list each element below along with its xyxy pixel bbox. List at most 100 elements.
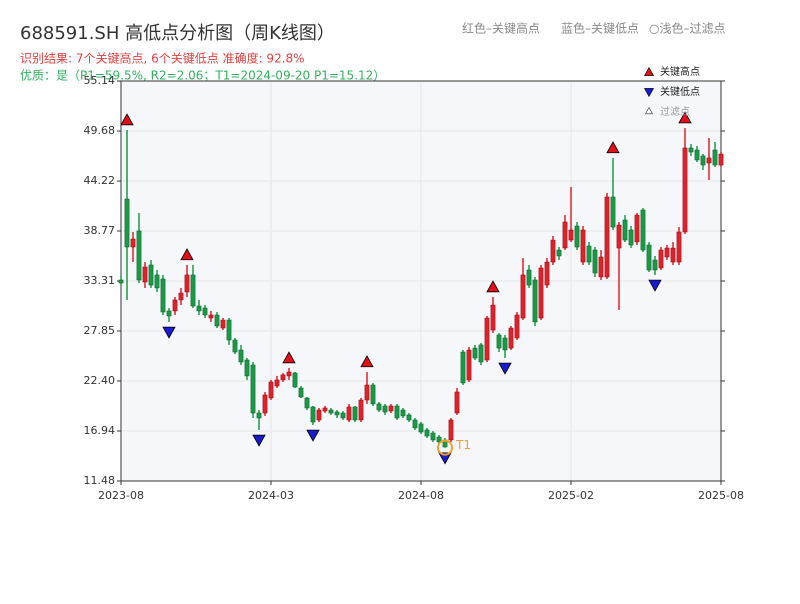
candle-body xyxy=(118,279,124,284)
candle-body xyxy=(286,371,292,377)
candle-body xyxy=(478,344,484,363)
candle-body xyxy=(172,299,178,312)
candle-body xyxy=(340,412,346,419)
candle-body xyxy=(250,364,256,414)
key-low-marker xyxy=(498,362,512,375)
candle-body xyxy=(310,406,316,423)
legend-label: 关键高点 xyxy=(660,65,700,78)
candle-body xyxy=(364,384,370,401)
candle-body xyxy=(238,349,244,363)
key-high-marker xyxy=(180,248,194,261)
y-tick-label: 16.94 xyxy=(84,424,116,437)
candle-body xyxy=(616,224,622,249)
key-high-marker xyxy=(678,111,692,124)
candle-body xyxy=(580,229,586,263)
candle-body xyxy=(400,409,406,417)
candle-body xyxy=(466,349,472,381)
candle-body xyxy=(292,372,298,388)
candle-body xyxy=(130,238,136,248)
y-tick-label: 11.48 xyxy=(84,474,116,487)
candle-body xyxy=(586,245,592,263)
key-high-marker xyxy=(282,351,296,364)
candle-body xyxy=(514,314,520,339)
candle-body xyxy=(610,196,616,228)
candle-body xyxy=(148,264,154,286)
candle-body xyxy=(208,314,214,319)
candle-body xyxy=(502,337,508,351)
candle-body xyxy=(268,381,274,399)
candle-body xyxy=(232,339,238,353)
candle-body xyxy=(562,221,568,249)
candle-body xyxy=(496,334,502,349)
candle-body xyxy=(160,278,166,313)
candle-body xyxy=(664,247,670,258)
candle-body xyxy=(454,391,460,414)
candle-body xyxy=(688,147,694,153)
candle-body xyxy=(328,409,334,414)
candle-body xyxy=(412,419,418,429)
candle-body xyxy=(604,196,610,278)
candle-body xyxy=(136,230,142,281)
candle-body xyxy=(628,229,634,246)
t1-label: T1 xyxy=(455,438,471,452)
candle-body xyxy=(274,379,280,387)
candle-body xyxy=(388,405,394,412)
candle-body xyxy=(142,266,148,283)
x-tick-label: 2023-08 xyxy=(98,489,144,502)
candle-body xyxy=(706,157,712,164)
candle-body xyxy=(220,319,226,329)
legend-symbol xyxy=(643,66,655,76)
candle-body xyxy=(646,244,652,271)
t1-marker xyxy=(437,439,453,456)
candle-body xyxy=(154,274,160,289)
candle-body xyxy=(700,155,706,166)
y-tick-label: 44.22 xyxy=(84,174,116,187)
y-tick-label: 22.40 xyxy=(84,374,116,387)
candle-body xyxy=(316,409,322,421)
key-low-marker xyxy=(306,429,320,442)
key-high-marker xyxy=(120,113,134,126)
candle-body xyxy=(418,423,424,433)
candle-body xyxy=(358,399,364,421)
candle-body xyxy=(640,209,646,251)
candle-body xyxy=(178,292,184,301)
candle-body xyxy=(652,259,658,271)
candle-body xyxy=(676,231,682,263)
y-tick-label: 27.85 xyxy=(84,324,116,337)
candle-body xyxy=(532,279,538,323)
top-legend: ○浅色–过滤点 xyxy=(649,22,725,36)
candle-body xyxy=(304,397,310,409)
candle-body xyxy=(490,304,496,331)
legend-label: 过滤点 xyxy=(660,105,690,118)
candle-body xyxy=(352,406,358,421)
candle-body xyxy=(334,411,340,416)
candle-body xyxy=(256,412,262,419)
candle-body xyxy=(406,414,412,421)
candle-body xyxy=(202,307,208,316)
candle-body xyxy=(682,147,688,233)
candle-body xyxy=(436,436,442,443)
candle-body xyxy=(382,405,388,413)
candle-body xyxy=(346,406,352,421)
candle-body xyxy=(244,359,250,377)
candle-body xyxy=(196,305,202,312)
key-low-marker xyxy=(162,326,176,339)
candle-body xyxy=(670,247,676,263)
candle-body xyxy=(694,149,700,161)
candle-body xyxy=(370,384,376,405)
candle-body xyxy=(574,225,580,248)
x-tick-label: 2024-03 xyxy=(248,489,294,502)
y-tick-label: 55.14 xyxy=(84,74,116,87)
top-legend: 红色–关键高点 xyxy=(462,21,540,36)
candle-body xyxy=(568,229,574,241)
candle-body xyxy=(424,429,430,437)
candle-body xyxy=(550,239,556,263)
candle-body xyxy=(658,249,664,269)
candle-body xyxy=(538,267,544,319)
candle-body xyxy=(376,403,382,411)
y-tick-label: 49.68 xyxy=(84,124,116,137)
key-low-marker xyxy=(252,434,266,447)
candle-body xyxy=(484,317,490,361)
candle-body xyxy=(556,249,562,257)
